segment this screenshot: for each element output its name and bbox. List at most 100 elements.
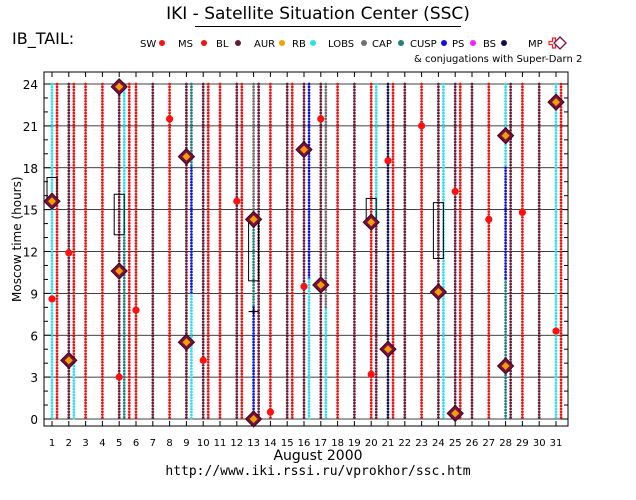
track-dot-ms: [336, 155, 339, 158]
track-dot-ms: [127, 352, 131, 356]
track-dot-ms: [369, 91, 373, 95]
track-dot-rb: [324, 358, 328, 361]
track-dot-bl: [437, 100, 440, 103]
track-dot-bl: [470, 233, 474, 237]
track-dot-bl: [67, 413, 71, 416]
track-dot-cusp: [190, 238, 193, 242]
track-dot-bl: [235, 247, 239, 251]
track-dot-bl: [285, 288, 289, 292]
track-dot-bl: [257, 97, 260, 100]
track-dot-ms: [269, 163, 272, 167]
track-dot-ms: [458, 372, 462, 376]
track-dot-ms: [420, 114, 423, 118]
track-dot-bl: [353, 407, 356, 411]
track-dot-ms: [458, 192, 462, 196]
track-dot-bl: [117, 195, 121, 199]
track-dot-ms: [218, 372, 222, 376]
track-dot-cusp: [307, 120, 311, 124]
track-dot-bl: [353, 384, 356, 387]
track-dot-ms: [206, 105, 210, 109]
track-dot-bl: [437, 155, 440, 158]
track-dot-cap: [252, 237, 255, 240]
track-dot-ms: [134, 207, 138, 211]
track-dot-bl: [403, 114, 407, 118]
track-dot-ms: [84, 395, 87, 399]
track-dot-ms: [369, 355, 373, 358]
track-dot-bl: [453, 213, 457, 216]
track-dot-ms: [420, 192, 423, 196]
track-dot-ms: [134, 303, 138, 306]
track-dot-bl: [353, 224, 356, 228]
track-dot-rb: [374, 175, 378, 179]
track-dot-bl: [453, 314, 457, 318]
track-dot-bl: [151, 195, 155, 199]
track-dot-rb: [122, 146, 126, 150]
track-dot-rb: [50, 236, 54, 240]
track-dot-bl: [353, 401, 356, 405]
track-dot-bl: [437, 213, 440, 216]
track-dot-ms: [206, 366, 210, 370]
track-dot-ms: [218, 169, 222, 173]
track-dot-rb: [50, 358, 54, 361]
track-dot-ms: [369, 126, 373, 129]
track-dot-ms: [240, 308, 244, 312]
track-dot-ms: [55, 392, 59, 396]
track-dot-ms: [168, 102, 171, 106]
track-dot-ms: [168, 155, 171, 158]
track-dot-ms: [168, 308, 171, 312]
track-dot-bl: [453, 224, 457, 228]
track-dot-cap: [122, 276, 126, 280]
track-dot-ms: [168, 166, 171, 170]
track-dot-ms: [206, 88, 210, 92]
track-dot-bl: [374, 274, 378, 278]
track-dot-ms: [290, 320, 294, 324]
track-dot-bl: [67, 271, 71, 274]
track-dot-ms: [72, 297, 76, 300]
track-dot-ms: [134, 245, 138, 248]
track-dot-bl: [403, 94, 407, 97]
track-dot-ms: [336, 329, 339, 332]
track-dot-ms: [420, 129, 423, 132]
track-dot-ms: [391, 123, 395, 126]
track-dot-ms: [458, 276, 462, 280]
track-dot-bl: [374, 387, 378, 391]
track-dot-ms: [206, 97, 210, 100]
track-dot-ms: [206, 178, 210, 182]
track-dot-cusp: [307, 265, 311, 269]
track-dot-ms: [127, 163, 131, 167]
track-dot-ms: [420, 369, 423, 373]
track-dot-bl: [453, 210, 457, 213]
track-dot-lobs: [252, 169, 255, 173]
track-dot-bs: [386, 392, 390, 396]
track-dot-bl: [353, 291, 356, 295]
track-dot-bl: [319, 314, 323, 318]
track-dot-ms: [336, 134, 339, 138]
track-dot-bl: [353, 227, 356, 231]
track-dot-bl: [403, 108, 407, 112]
track-dot-rb: [307, 318, 311, 322]
track-dot-cusp: [307, 213, 311, 216]
track-dot-bl: [67, 305, 71, 309]
track-dot-ms: [391, 387, 395, 390]
track-dot-ms: [269, 305, 272, 309]
track-dot-ms: [168, 346, 171, 350]
track-dot-bl: [453, 250, 457, 254]
track-dot-bl: [437, 192, 440, 196]
x-axis-label: August 2000: [273, 448, 363, 464]
track-dot-rb: [307, 402, 311, 406]
track-dot-bl: [470, 175, 474, 179]
track-dot-bl: [403, 239, 407, 242]
track-dot-ms: [72, 175, 76, 179]
track-dot-lobs: [252, 192, 255, 196]
track-dot-bl: [151, 187, 155, 190]
track-dot-cap: [122, 331, 126, 335]
track-dot-bl: [285, 404, 289, 408]
source-url[interactable]: http://www.iki.rssi.ru/vprokhor/ssc.htm: [165, 464, 471, 479]
track-dot-bl: [201, 218, 205, 222]
track-dot-bl: [285, 172, 289, 176]
track-dot-bs: [386, 227, 390, 231]
track-dot-ms: [218, 158, 222, 161]
track-dot-ms: [336, 404, 339, 408]
track-dot-ms: [369, 230, 373, 234]
track-dot-bl: [257, 85, 260, 89]
